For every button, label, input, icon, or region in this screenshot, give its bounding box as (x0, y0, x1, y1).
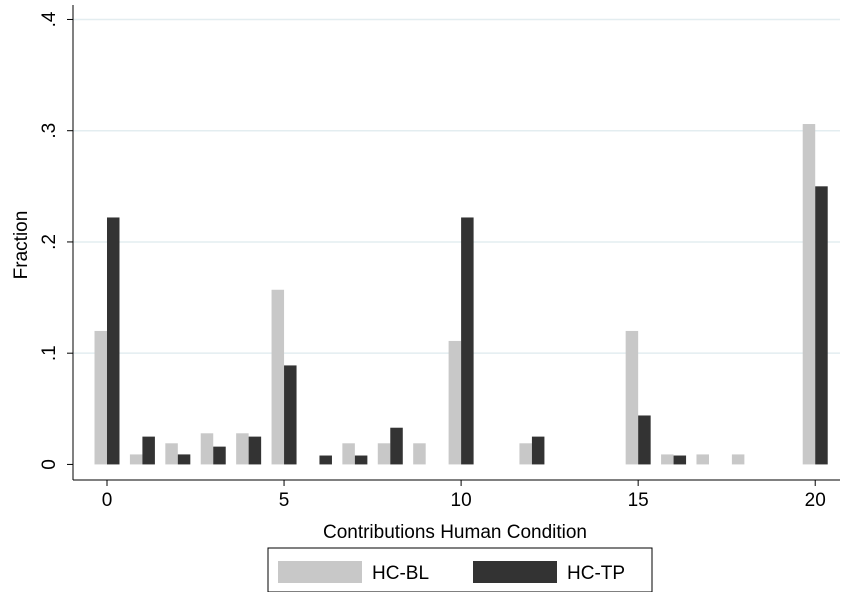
bar (165, 443, 178, 465)
bar (531, 436, 545, 465)
bar (802, 124, 816, 465)
bar (696, 454, 709, 465)
bar (106, 217, 120, 465)
x-tick-label: 20 (805, 490, 826, 511)
bar (319, 455, 332, 465)
bar (236, 433, 249, 465)
x-tick-label: 5 (279, 490, 290, 511)
bar (519, 443, 532, 465)
x-axis-title: Contributions Human Condition (323, 522, 587, 543)
legend-swatch (278, 561, 362, 583)
bar (377, 443, 391, 465)
bar (661, 454, 674, 465)
legend-box (267, 547, 653, 592)
bar (731, 454, 745, 465)
bar (248, 436, 262, 465)
y-tick-label: .3 (39, 123, 60, 139)
bar (284, 365, 297, 465)
bar (129, 454, 143, 465)
legend-label: HC-BL (372, 563, 429, 584)
bar (342, 443, 355, 465)
bar (638, 415, 651, 465)
bar (625, 330, 639, 465)
y-tick-label: .4 (39, 11, 60, 27)
bar (271, 289, 285, 465)
bar (673, 455, 687, 465)
x-tick-label: 15 (628, 490, 649, 511)
bar (200, 433, 214, 465)
bar (461, 217, 474, 465)
y-tick-label: .2 (39, 234, 60, 250)
bar (815, 186, 828, 465)
bar (94, 330, 107, 465)
x-tick-label: 0 (102, 490, 113, 511)
y-tick-label: 0 (39, 459, 60, 470)
y-axis-title: Fraction (11, 211, 32, 280)
x-tick-label: 10 (451, 490, 472, 511)
y-tick-label: .1 (39, 345, 60, 361)
bar (413, 443, 426, 465)
bar (142, 436, 155, 465)
bar (177, 454, 191, 465)
bar (448, 340, 462, 465)
bar (213, 446, 226, 465)
legend-swatch (473, 561, 557, 583)
bar (354, 455, 368, 465)
legend-label: HC-TP (567, 563, 625, 584)
bar (390, 427, 403, 465)
